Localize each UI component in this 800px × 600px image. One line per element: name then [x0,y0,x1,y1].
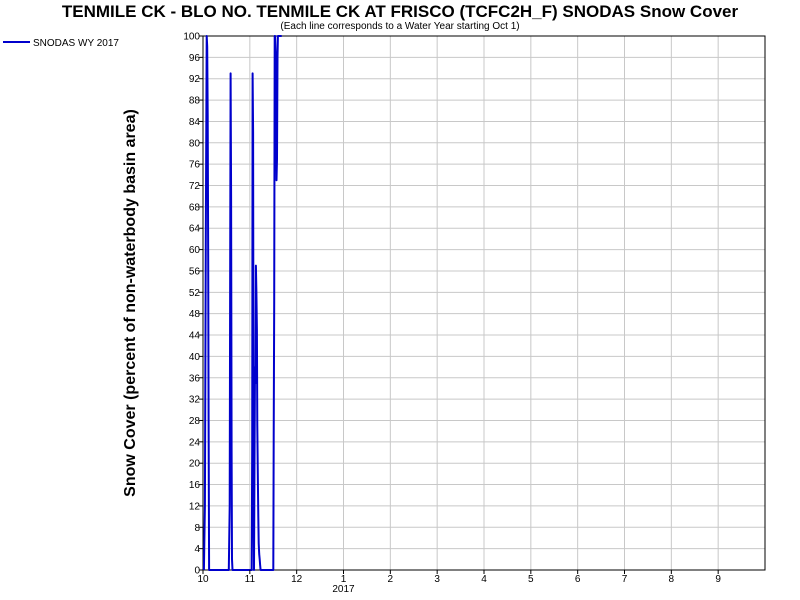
x-tick-label: 11 [245,574,256,585]
x-tick-label: 2 [388,574,394,585]
x-tick-label: 8 [669,574,675,585]
chart-subtitle: (Each line corresponds to a Water Year s… [280,21,519,32]
y-tick-label: 48 [189,309,201,320]
x-tick-label: 10 [197,574,209,585]
y-tick-label: 4 [194,544,200,555]
y-tick-label: 60 [189,245,201,256]
y-tick-label: 16 [189,480,201,491]
y-tick-label: 88 [189,96,201,107]
y-tick-label: 80 [189,138,201,149]
y-axis-label: Snow Cover (percent of non-waterbody bas… [122,109,139,497]
y-tick-label: 96 [189,53,201,64]
y-tick-label: 64 [189,224,201,235]
x-tick-label: 7 [622,574,628,585]
y-tick-label: 32 [189,395,201,406]
y-tick-label: 72 [189,181,201,192]
y-tick-label: 56 [189,266,201,277]
x-tick-label: 4 [481,574,487,585]
x-axis-year-label: 2017 [332,584,355,595]
y-tick-label: 12 [189,501,201,512]
y-axis-ticks: 0481216202428323640444852566064687276808… [183,32,203,577]
y-tick-label: 84 [189,117,201,128]
x-tick-label: 6 [575,574,581,585]
x-tick-label: 12 [291,574,303,585]
y-tick-label: 36 [189,373,201,384]
series-line [202,35,282,571]
y-tick-label: 44 [189,331,201,342]
chart-title: TENMILE CK - BLO NO. TENMILE CK AT FRISC… [62,2,739,21]
y-tick-label: 28 [189,416,201,427]
x-tick-label: 1 [341,574,347,585]
x-axis-ticks: 10 11 12 1 2 3 4 5 6 7 8 9 [197,570,721,585]
y-tick-label: 20 [189,459,201,470]
y-tick-label: 68 [189,202,201,213]
x-tick-label: 9 [715,574,721,585]
x-tick-label: 5 [528,574,534,585]
legend-label: SNODAS WY 2017 [33,38,119,49]
y-tick-label: 52 [189,288,201,299]
legend: SNODAS WY 2017 [3,38,119,49]
y-tick-label: 0 [194,566,200,577]
series-layer [202,35,282,571]
y-tick-label: 24 [189,437,201,448]
grid-lines [203,36,765,570]
y-tick-label: 76 [189,160,201,171]
y-tick-label: 40 [189,352,201,363]
y-tick-label: 100 [183,32,200,43]
x-tick-label: 3 [434,574,440,585]
y-tick-label: 8 [194,523,200,534]
y-tick-label: 92 [189,74,201,85]
